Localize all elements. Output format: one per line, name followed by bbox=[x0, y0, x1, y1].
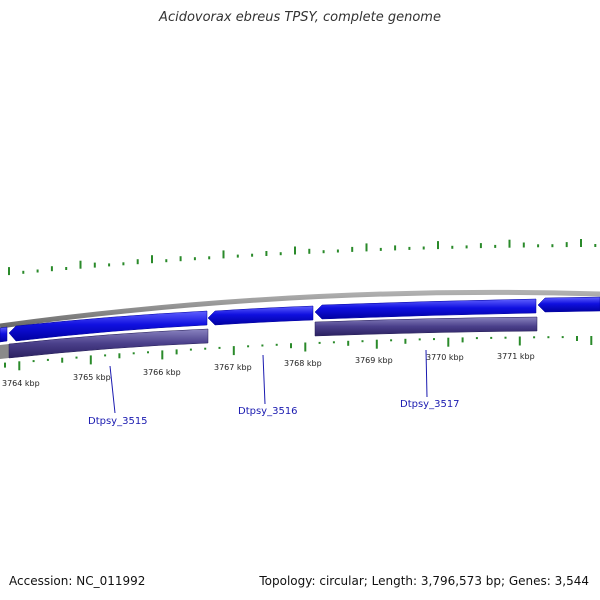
scale-label: 3764 kbp bbox=[2, 379, 40, 388]
reverse-gene bbox=[314, 316, 538, 337]
scale-label: 3767 kbp bbox=[214, 363, 252, 372]
scale-label: 3771 kbp bbox=[497, 352, 535, 361]
reverse-genes bbox=[0, 316, 538, 359]
scale-labels: 3764 kbp 3765 kbp 3766 kbp 3767 kbp 3768… bbox=[2, 352, 535, 388]
forward-gene bbox=[207, 305, 314, 326]
forward-gene bbox=[0, 326, 8, 343]
scale-label: 3766 kbp bbox=[143, 368, 181, 377]
upper-tick-row bbox=[8, 239, 597, 276]
gene-label-dtpsy-3515[interactable]: Dtpsy_3515 bbox=[88, 416, 148, 427]
gene-label-dtpsy-3517[interactable]: Dtpsy_3517 bbox=[400, 399, 460, 410]
accession-text: Accession: NC_011992 bbox=[9, 574, 146, 588]
scale-label: 3769 kbp bbox=[355, 356, 393, 365]
leader-line bbox=[425, 349, 428, 398]
gene-label-dtpsy-3516[interactable]: Dtpsy_3516 bbox=[238, 406, 298, 417]
scale-label: 3770 kbp bbox=[426, 353, 464, 362]
genome-backbone bbox=[0, 289, 600, 329]
leader-line bbox=[262, 354, 266, 405]
leader-line bbox=[109, 365, 116, 414]
reverse-gene bbox=[8, 328, 209, 359]
map-title: Acidovorax ebreus TPSY, complete genome bbox=[159, 10, 441, 25]
forward-gene bbox=[314, 298, 537, 320]
forward-gene bbox=[537, 296, 600, 313]
genome-summary: Topology: circular; Length: 3,796,573 bp… bbox=[259, 574, 589, 588]
lower-tick-row bbox=[4, 336, 593, 371]
gene-leader-lines bbox=[109, 349, 428, 414]
forward-gene bbox=[8, 310, 208, 342]
scale-label: 3765 kbp bbox=[73, 373, 111, 382]
scale-label: 3768 kbp bbox=[284, 359, 322, 368]
forward-genes bbox=[0, 296, 600, 343]
reverse-gene bbox=[0, 344, 9, 359]
